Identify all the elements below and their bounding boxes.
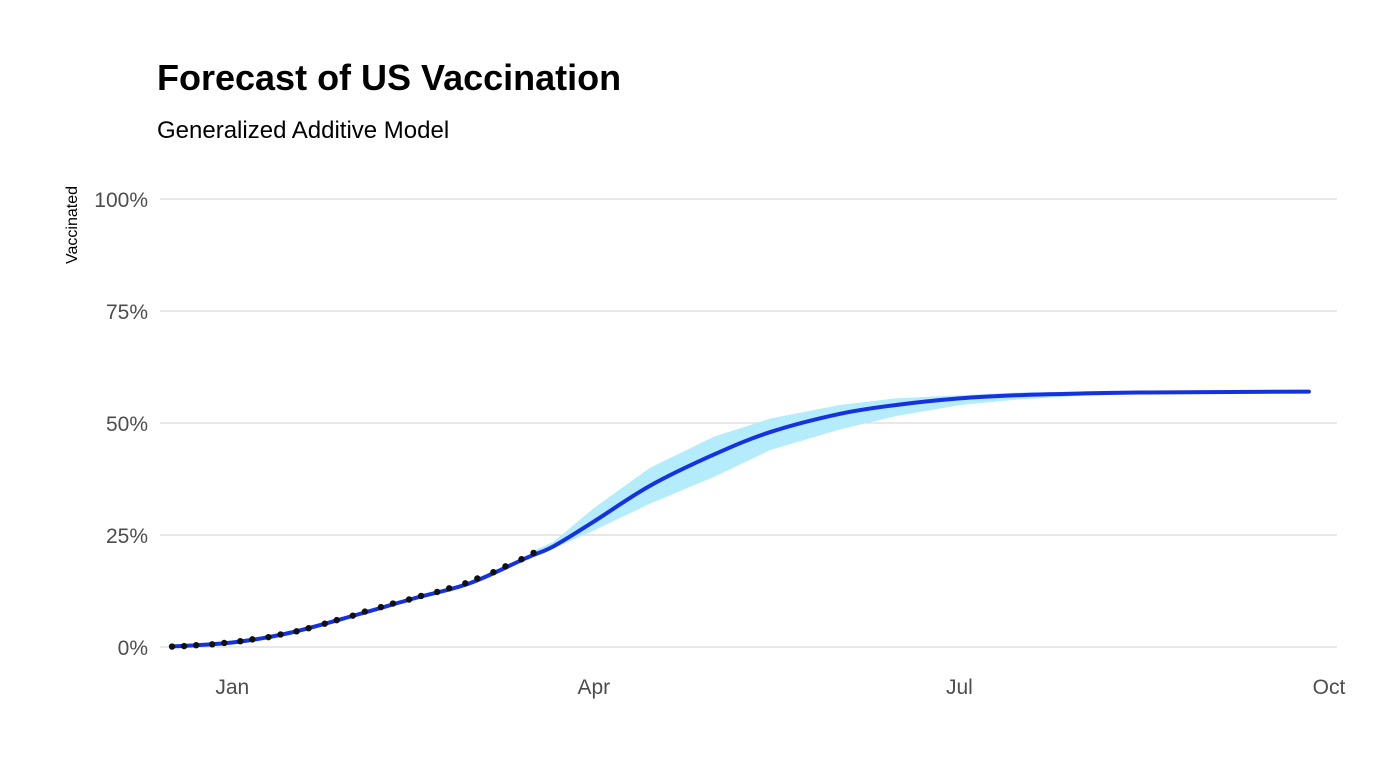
- observed-point: [417, 592, 425, 600]
- observed-point: [249, 636, 256, 643]
- observed-point: [490, 568, 497, 576]
- observed-point: [462, 580, 469, 587]
- observed-point: [530, 549, 537, 557]
- observed-point: [349, 612, 357, 619]
- chart-subtitle: Generalized Additive Model: [157, 117, 450, 144]
- observed-point: [474, 575, 481, 582]
- observed-point: [180, 642, 188, 650]
- observed-point: [377, 603, 385, 611]
- confidence-band: [533, 391, 1309, 553]
- observed-point: [361, 608, 369, 615]
- x-axis-ticks: Jan Apr Jul Oct: [215, 676, 1345, 699]
- observed-point: [446, 585, 453, 592]
- observed-point: [333, 616, 340, 624]
- x-tick-label: Jul: [946, 676, 973, 699]
- x-tick-label: Apr: [577, 676, 610, 699]
- gridlines: [160, 198, 1337, 648]
- observed-point: [221, 639, 228, 647]
- observed-point: [237, 637, 244, 645]
- y-axis-title: Vaccinated: [64, 186, 81, 264]
- confidence-band-area: [533, 391, 1309, 553]
- observed-points: [168, 549, 537, 650]
- y-axis-ticks: 0% 25% 50% 75% 100%: [94, 189, 148, 660]
- observed-point: [321, 620, 328, 627]
- observed-point: [209, 641, 216, 648]
- observed-point: [433, 588, 441, 596]
- y-tick-label: 75%: [106, 301, 148, 324]
- observed-point: [265, 633, 272, 641]
- observed-point: [305, 624, 312, 632]
- observed-point: [502, 563, 509, 570]
- observed-point: [192, 642, 200, 649]
- y-tick-label: 0%: [118, 637, 148, 660]
- observed-point: [293, 628, 300, 635]
- y-tick-label: 25%: [106, 525, 148, 548]
- y-tick-label: 100%: [94, 189, 148, 212]
- observed-point: [518, 555, 525, 563]
- observed-point: [405, 596, 413, 603]
- observed-point: [168, 643, 176, 650]
- observed-point: [277, 631, 284, 638]
- y-tick-label: 50%: [106, 413, 148, 436]
- x-tick-label: Oct: [1313, 676, 1346, 699]
- observed-point: [389, 600, 397, 607]
- x-tick-label: Jan: [215, 676, 249, 699]
- chart-title: Forecast of US Vaccination: [157, 57, 622, 98]
